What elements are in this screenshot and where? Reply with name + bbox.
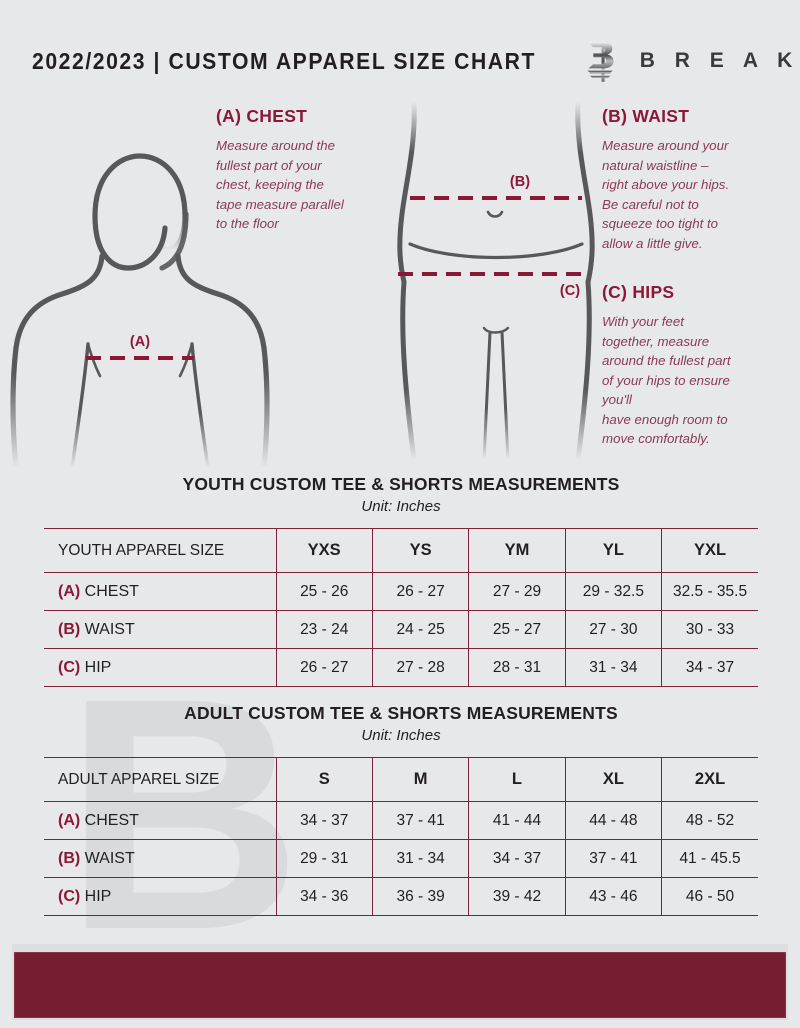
adult-size-header-4: 2XL xyxy=(661,757,758,802)
youth-size-table: YOUTH APPAREL SIZE YXS YS YM YL YXL (A) … xyxy=(44,528,758,687)
youth-cell-1-0: 23 - 24 xyxy=(275,610,373,649)
row-tag: (B) xyxy=(58,620,81,638)
adult-header-row: ADULT APPAREL SIZE S M L XL 2XL xyxy=(44,757,758,802)
callout-waist-title: (B) WAIST xyxy=(602,106,690,126)
row-tag: (A) xyxy=(58,811,81,829)
youth-cell-0-1: 26 - 27 xyxy=(371,572,469,611)
row-tag: (A) xyxy=(58,582,81,600)
adult-row-label-1: (B) WAIST xyxy=(44,839,276,878)
table-row: (B) WAIST 23 - 24 24 - 25 25 - 27 27 - 3… xyxy=(44,610,758,649)
youth-cell-2-2: 28 - 31 xyxy=(468,648,566,687)
youth-row-label-0: (A) CHEST xyxy=(44,572,276,611)
hips-marker-label: (C) xyxy=(560,283,580,299)
brand-lockup: B R E A K A W A Y xyxy=(580,38,800,84)
row-name: WAIST xyxy=(84,849,135,867)
youth-size-header-0: YXS xyxy=(275,528,373,573)
callout-chest: (A) CHEST Measure around the fullest par… xyxy=(216,106,388,234)
adult-cell-2-3: 43 - 46 xyxy=(564,877,662,916)
youth-cell-1-1: 24 - 25 xyxy=(371,610,469,649)
adult-cell-2-1: 36 - 39 xyxy=(371,877,469,916)
youth-size-header-4: YXL xyxy=(661,528,758,573)
youth-section-title: YOUTH CUSTOM TEE & SHORTS MEASUREMENTS xyxy=(182,474,620,494)
row-tag: (B) xyxy=(58,849,81,867)
brand-name: B R E A K A W A Y xyxy=(639,49,800,72)
row-tag: (C) xyxy=(58,658,81,676)
adult-section: ADULT CUSTOM TEE & SHORTS MEASUREMENTS U… xyxy=(44,703,758,916)
youth-size-header-1: YS xyxy=(371,528,469,573)
callout-waist: (B) WAIST Measure around your natural wa… xyxy=(602,106,778,253)
page-title: 2022/2023 | CUSTOM APPAREL SIZE CHART xyxy=(32,47,536,74)
adult-size-header-2: L xyxy=(468,757,566,802)
page-header: 2022/2023 | CUSTOM APPAREL SIZE CHART xyxy=(32,38,800,84)
row-name: CHEST xyxy=(84,582,139,600)
table-row: (A) CHEST 34 - 37 37 - 41 41 - 44 44 - 4… xyxy=(44,801,758,840)
callout-hips-title: (C) HIPS xyxy=(602,282,675,302)
row-name: HIP xyxy=(84,887,112,905)
adult-row-label-0: (A) CHEST xyxy=(44,801,276,840)
adult-size-header-3: XL xyxy=(564,757,662,802)
callout-waist-body: Measure around your natural waistline – … xyxy=(602,138,730,251)
table-row: (A) CHEST 25 - 26 26 - 27 27 - 29 29 - 3… xyxy=(44,572,758,611)
adult-section-title: ADULT CUSTOM TEE & SHORTS MEASUREMENTS xyxy=(184,703,618,723)
youth-row-label-1: (B) WAIST xyxy=(44,610,276,649)
youth-label-header: YOUTH APPAREL SIZE xyxy=(44,528,276,573)
table-row: (C) HIP 34 - 36 36 - 39 39 - 42 43 - 46 … xyxy=(44,877,758,916)
table-row: (B) WAIST 29 - 31 31 - 34 34 - 37 37 - 4… xyxy=(44,839,758,878)
youth-cell-0-2: 27 - 29 xyxy=(468,572,566,611)
waist-marker-label: (B) xyxy=(510,174,530,190)
youth-cell-2-3: 31 - 34 xyxy=(564,648,662,687)
adult-cell-2-0: 34 - 36 xyxy=(275,877,373,916)
youth-row-label-2: (C) HIP xyxy=(44,648,276,687)
adult-cell-1-1: 31 - 34 xyxy=(371,839,469,878)
adult-cell-2-2: 39 - 42 xyxy=(468,877,566,916)
adult-row-label-2: (C) HIP xyxy=(44,877,276,916)
adult-cell-0-2: 41 - 44 xyxy=(468,801,566,840)
youth-cell-1-2: 25 - 27 xyxy=(468,610,566,649)
callout-chest-body: Measure around the fullest part of your … xyxy=(216,138,344,232)
adult-cell-1-4: 41 - 45.5 xyxy=(661,839,758,878)
adult-cell-0-4: 48 - 52 xyxy=(661,801,758,840)
adult-cell-1-3: 37 - 41 xyxy=(564,839,662,878)
youth-cell-0-0: 25 - 26 xyxy=(275,572,373,611)
youth-header-row: YOUTH APPAREL SIZE YXS YS YM YL YXL xyxy=(44,528,758,573)
adult-cell-2-4: 46 - 50 xyxy=(661,877,758,916)
adult-section-unit: Unit: Inches xyxy=(361,727,441,744)
breakaway-b-monogram-icon xyxy=(586,40,614,82)
adult-cell-0-1: 37 - 41 xyxy=(371,801,469,840)
row-name: WAIST xyxy=(84,620,135,638)
adult-label-header: ADULT APPAREL SIZE xyxy=(44,757,276,802)
youth-cell-1-3: 27 - 30 xyxy=(564,610,662,649)
youth-cell-0-3: 29 - 32.5 xyxy=(564,572,662,611)
callout-hips-body: With your feet together, measure around … xyxy=(602,314,731,447)
youth-cell-0-4: 32.5 - 35.5 xyxy=(661,572,758,611)
measurement-figures: (A) xyxy=(0,96,800,466)
row-name: HIP xyxy=(84,658,112,676)
youth-cell-2-1: 27 - 28 xyxy=(371,648,469,687)
youth-cell-2-4: 34 - 37 xyxy=(661,648,758,687)
adult-cell-1-0: 29 - 31 xyxy=(275,839,373,878)
youth-section: YOUTH CUSTOM TEE & SHORTS MEASUREMENTS U… xyxy=(44,474,758,687)
callout-hips: (C) HIPS With your feet together, measur… xyxy=(602,282,782,449)
lower-body-figure: (B) (C) xyxy=(397,99,595,463)
upper-body-figure: (A) xyxy=(10,153,270,466)
youth-size-header-3: YL xyxy=(564,528,662,573)
chest-marker-label: (A) xyxy=(130,334,150,350)
callout-chest-title: (A) CHEST xyxy=(216,106,308,126)
adult-size-table: ADULT APPAREL SIZE S M L XL 2XL (A) CHES… xyxy=(44,757,758,916)
adult-cell-0-0: 34 - 37 xyxy=(275,801,373,840)
adult-cell-1-2: 34 - 37 xyxy=(468,839,566,878)
bottom-banner xyxy=(14,952,786,1018)
table-row: (C) HIP 26 - 27 27 - 28 28 - 31 31 - 34 … xyxy=(44,648,758,687)
youth-section-unit: Unit: Inches xyxy=(361,498,441,515)
adult-size-header-0: S xyxy=(275,757,373,802)
youth-cell-2-0: 26 - 27 xyxy=(275,648,373,687)
row-name: CHEST xyxy=(84,811,139,829)
adult-size-header-1: M xyxy=(371,757,469,802)
row-tag: (C) xyxy=(58,887,81,905)
youth-size-header-2: YM xyxy=(468,528,566,573)
youth-cell-1-4: 30 - 33 xyxy=(661,610,758,649)
adult-cell-0-3: 44 - 48 xyxy=(564,801,662,840)
